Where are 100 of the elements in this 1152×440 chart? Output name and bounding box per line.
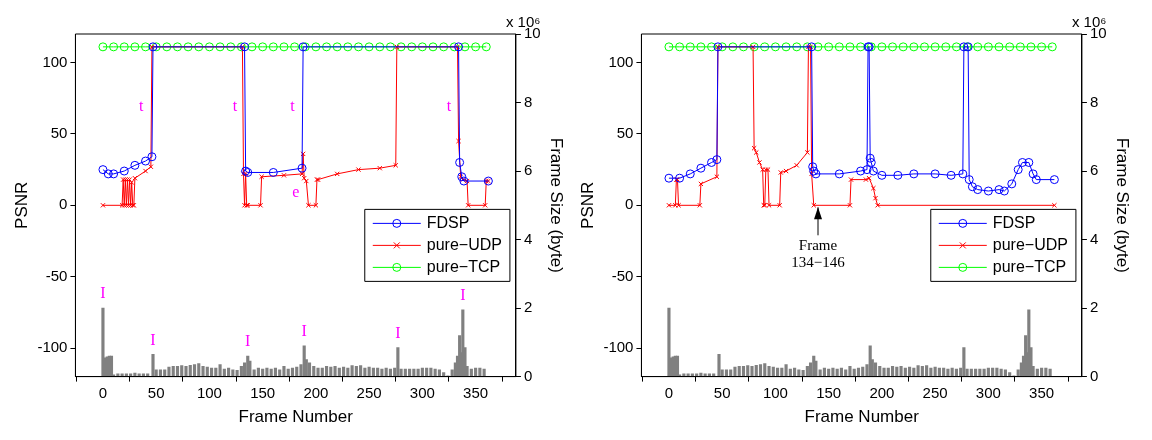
bar <box>724 369 729 377</box>
point <box>717 42 727 52</box>
annotation: t <box>290 97 296 115</box>
bar <box>746 365 750 377</box>
point <box>845 42 855 52</box>
bar <box>717 354 721 377</box>
bar <box>282 365 286 377</box>
bar <box>763 363 767 377</box>
point <box>909 42 919 52</box>
point <box>898 42 908 52</box>
point <box>428 42 438 52</box>
bar <box>667 307 671 377</box>
point <box>872 195 879 201</box>
bar <box>890 365 895 377</box>
point <box>951 42 961 52</box>
y-tick-label: -50 <box>45 266 68 284</box>
point <box>257 202 264 208</box>
point <box>664 173 674 183</box>
bar <box>899 365 903 377</box>
point <box>247 42 257 52</box>
bar <box>396 347 400 377</box>
bar <box>359 365 363 377</box>
bar <box>784 364 788 377</box>
point <box>973 185 983 195</box>
point <box>147 152 157 162</box>
point <box>847 202 853 208</box>
point <box>697 202 703 208</box>
bar <box>197 363 201 377</box>
bar <box>350 365 354 377</box>
point <box>141 42 151 52</box>
x-tick-label: 250 <box>922 383 948 401</box>
point <box>311 42 321 52</box>
point <box>109 42 119 52</box>
point <box>770 42 780 52</box>
point <box>766 202 772 208</box>
point <box>877 170 887 180</box>
y-tick-label: -50 <box>611 266 634 284</box>
x-tick-label: 350 <box>1029 383 1055 401</box>
point <box>714 174 720 180</box>
bar <box>180 365 184 377</box>
point <box>465 202 471 208</box>
bar <box>235 370 239 377</box>
bar <box>925 365 929 377</box>
bar <box>151 354 155 377</box>
annotation: I <box>245 332 251 350</box>
point <box>1007 179 1017 189</box>
point <box>685 169 695 179</box>
point <box>856 42 866 52</box>
bar <box>801 370 805 377</box>
point <box>675 173 685 183</box>
point <box>781 42 791 52</box>
legend-label: pure−TCP <box>426 257 501 275</box>
bar <box>184 365 188 377</box>
y2-axis-title: Frame Size (byte) <box>547 137 567 273</box>
x-tick-label: 250 <box>356 383 382 401</box>
x-tick-label: 350 <box>463 383 489 401</box>
y2-tick-label: 4 <box>1089 229 1099 247</box>
point <box>375 42 385 52</box>
point <box>664 42 674 52</box>
point <box>1049 175 1059 185</box>
y2-tick-label: 2 <box>1089 298 1099 316</box>
point <box>290 42 300 52</box>
y-tick-label: 50 <box>616 124 634 142</box>
point <box>297 163 307 173</box>
point <box>240 42 250 52</box>
annotation: I <box>395 323 401 341</box>
point <box>868 166 878 176</box>
point <box>696 163 706 173</box>
annotation: I <box>301 321 307 339</box>
point <box>675 42 685 52</box>
point <box>783 168 789 174</box>
annotation: t <box>232 97 238 115</box>
annotation: I <box>100 284 106 302</box>
point <box>385 42 395 52</box>
bar <box>312 365 316 377</box>
point <box>973 42 983 52</box>
x-tick-label: 100 <box>762 383 788 401</box>
bar <box>101 307 105 377</box>
point <box>1017 157 1027 167</box>
point <box>865 153 875 163</box>
bar <box>192 364 197 377</box>
point <box>856 166 866 176</box>
bar <box>1003 369 1007 377</box>
y2-tick-label: 8 <box>523 92 533 110</box>
point <box>313 202 319 208</box>
point <box>675 202 682 208</box>
point <box>449 42 459 52</box>
annotation: e <box>292 182 300 200</box>
point <box>215 42 225 52</box>
bar <box>354 365 358 377</box>
point <box>279 42 289 52</box>
point <box>893 170 903 180</box>
point <box>930 42 940 52</box>
point <box>760 42 770 52</box>
point <box>811 202 817 208</box>
point <box>792 42 802 52</box>
y-tick-label: 0 <box>625 195 634 213</box>
x-axis-title: Frame Number <box>804 407 920 427</box>
point <box>870 185 876 191</box>
point <box>875 202 881 208</box>
